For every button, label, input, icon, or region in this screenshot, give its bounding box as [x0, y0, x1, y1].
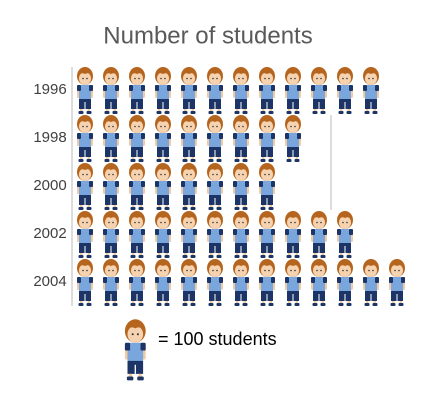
student-icon [129, 115, 145, 162]
student-icon [207, 259, 223, 306]
student-icon [207, 115, 223, 162]
student-icon [103, 211, 119, 258]
student-icon [155, 259, 171, 306]
student-icon [129, 67, 145, 114]
student-icon [259, 115, 275, 162]
student-icon [77, 163, 93, 210]
student-icon [233, 259, 249, 306]
student-icon [233, 163, 249, 210]
student-icon [155, 211, 171, 258]
student-icon [181, 259, 197, 306]
student-icon [311, 211, 327, 258]
student-icon [233, 211, 249, 258]
student-icon [155, 67, 171, 114]
student-icon [337, 259, 353, 306]
chart-title: Number of students [103, 22, 312, 49]
student-icon [311, 259, 327, 306]
student-icon [285, 115, 301, 162]
y-tick-label: 2000 [33, 177, 66, 194]
student-icon [363, 259, 379, 306]
student-icon [129, 211, 145, 258]
student-icon [285, 67, 301, 114]
icon-row [77, 67, 379, 114]
student-icon [181, 67, 197, 114]
legend-label: = 100 students [158, 329, 277, 349]
student-icon [233, 67, 249, 114]
student-icon [181, 163, 197, 210]
student-icon [103, 259, 119, 306]
student-icon [155, 163, 171, 210]
student-icon [259, 211, 275, 258]
icon-row [77, 211, 353, 258]
student-icon [181, 115, 197, 162]
icon-row [77, 163, 275, 210]
student-icon [311, 67, 327, 114]
student-icon [77, 67, 93, 114]
student-icon [181, 211, 197, 258]
student-icon [77, 259, 93, 306]
student-icon [259, 163, 275, 210]
student-icon [129, 163, 145, 210]
student-icon [207, 211, 223, 258]
student-icon [285, 259, 301, 306]
icon-row [77, 259, 405, 306]
student-icon [207, 163, 223, 210]
y-tick-label: 2004 [33, 273, 66, 290]
student-icon [259, 259, 275, 306]
student-icon [233, 115, 249, 162]
student-icon [103, 115, 119, 162]
student-icon [155, 115, 171, 162]
student-icon [207, 67, 223, 114]
plot-area [77, 67, 405, 306]
y-tick-label: 1998 [33, 129, 66, 146]
student-icon [103, 67, 119, 114]
legend-icon [124, 319, 146, 381]
student-icon [285, 211, 301, 258]
student-icon [389, 259, 405, 306]
student-icon [259, 67, 275, 114]
student-icon [337, 211, 353, 258]
y-tick-label: 1996 [33, 81, 66, 98]
student-icon [129, 259, 145, 306]
student-icon [363, 67, 379, 114]
student-icon [103, 163, 119, 210]
icon-row [77, 115, 301, 162]
student-icon [77, 211, 93, 258]
student-icon [337, 67, 353, 114]
y-tick-label: 2002 [33, 225, 66, 242]
student-icon [77, 115, 93, 162]
